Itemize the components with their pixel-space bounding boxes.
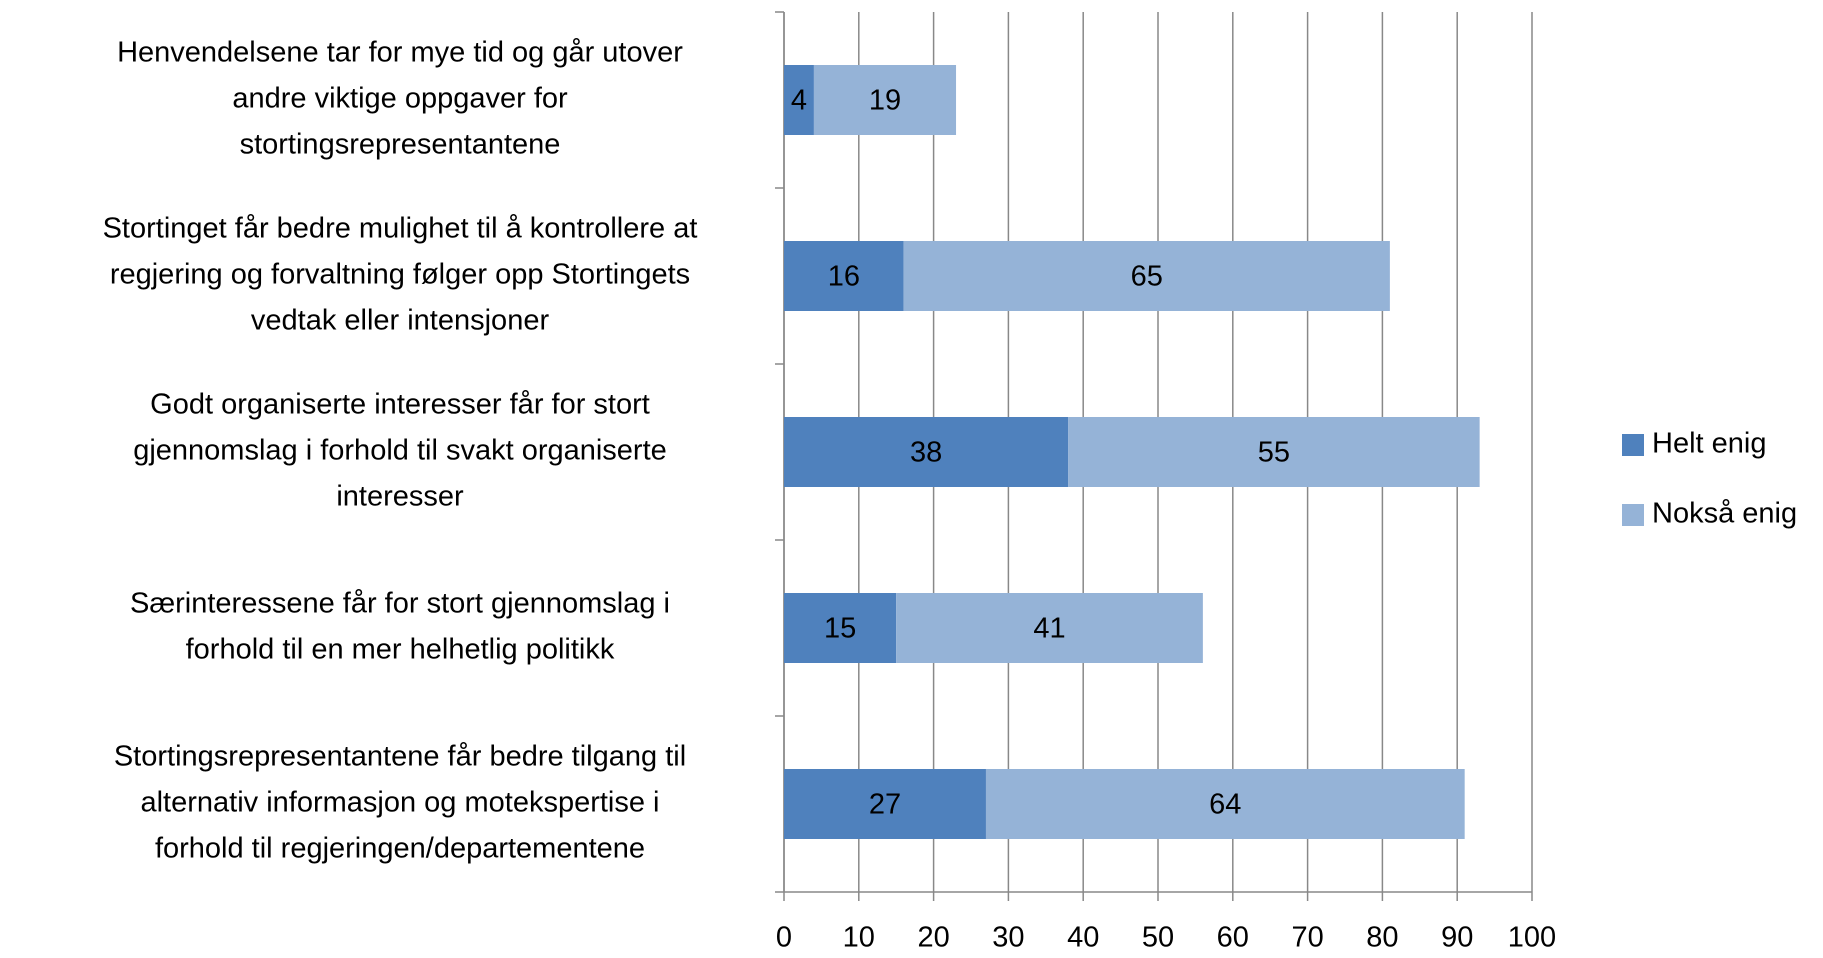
x-tick-label: 100	[1508, 922, 1556, 954]
bar-label: 38	[910, 437, 942, 469]
x-tick-label: 50	[1142, 922, 1174, 954]
x-tick-label: 30	[992, 922, 1024, 954]
bar	[784, 593, 897, 663]
legend-label: Nokså enig	[1652, 498, 1797, 530]
bar	[784, 241, 904, 311]
x-tick-label: 60	[1217, 922, 1249, 954]
bar-label: 4	[791, 85, 807, 117]
bar-label: 55	[1258, 437, 1290, 469]
bar	[813, 65, 957, 135]
bar-label: 64	[1209, 789, 1241, 821]
category-label: gjennomslag i forhold til svakt organise…	[133, 435, 667, 467]
category-label: Stortinget får bedre mulighet til å kont…	[103, 213, 698, 245]
bar-label: 65	[1131, 261, 1163, 293]
x-tick-label: 20	[917, 922, 949, 954]
bar	[1068, 417, 1480, 487]
x-tick-label: 90	[1441, 922, 1473, 954]
bar-label: 16	[828, 261, 860, 293]
bar-label: 27	[869, 789, 901, 821]
category-label: Godt organiserte interesser får for stor…	[150, 389, 650, 421]
category-label: forhold til regjeringen/departementene	[155, 833, 645, 865]
bar	[985, 769, 1465, 839]
legend-label: Helt enig	[1652, 428, 1766, 460]
x-tick-label: 40	[1067, 922, 1099, 954]
category-label: vedtak eller intensjoner	[251, 305, 550, 337]
x-tick-label: 80	[1366, 922, 1398, 954]
bar-label: 19	[869, 85, 901, 117]
x-tick-label: 0	[776, 922, 792, 954]
category-label: alternativ informasjon og motekspertise …	[140, 787, 659, 819]
bar	[784, 65, 814, 135]
category-label: interesser	[336, 481, 464, 513]
x-tick-label: 10	[843, 922, 875, 954]
category-label: Særinteressene får for stort gjennomslag…	[130, 588, 670, 620]
x-tick-label: 70	[1291, 922, 1323, 954]
bar-label: 15	[824, 613, 856, 645]
category-label: andre viktige oppgaver for	[232, 83, 568, 115]
bar	[903, 241, 1390, 311]
bar	[784, 769, 986, 839]
bar	[896, 593, 1203, 663]
category-label: forhold til en mer helhetlig politikk	[186, 634, 615, 666]
category-label: Henvendelsene tar for mye tid og går uto…	[117, 37, 683, 69]
bar-label: 41	[1033, 613, 1065, 645]
category-label: stortingsrepresentantene	[240, 129, 561, 161]
bar	[784, 417, 1069, 487]
legend-swatch	[1622, 504, 1644, 526]
category-label: regjering og forvaltning følger opp Stor…	[110, 259, 690, 291]
legend-swatch	[1622, 434, 1644, 456]
category-label: Stortingsrepresentantene får bedre tilga…	[114, 741, 686, 773]
